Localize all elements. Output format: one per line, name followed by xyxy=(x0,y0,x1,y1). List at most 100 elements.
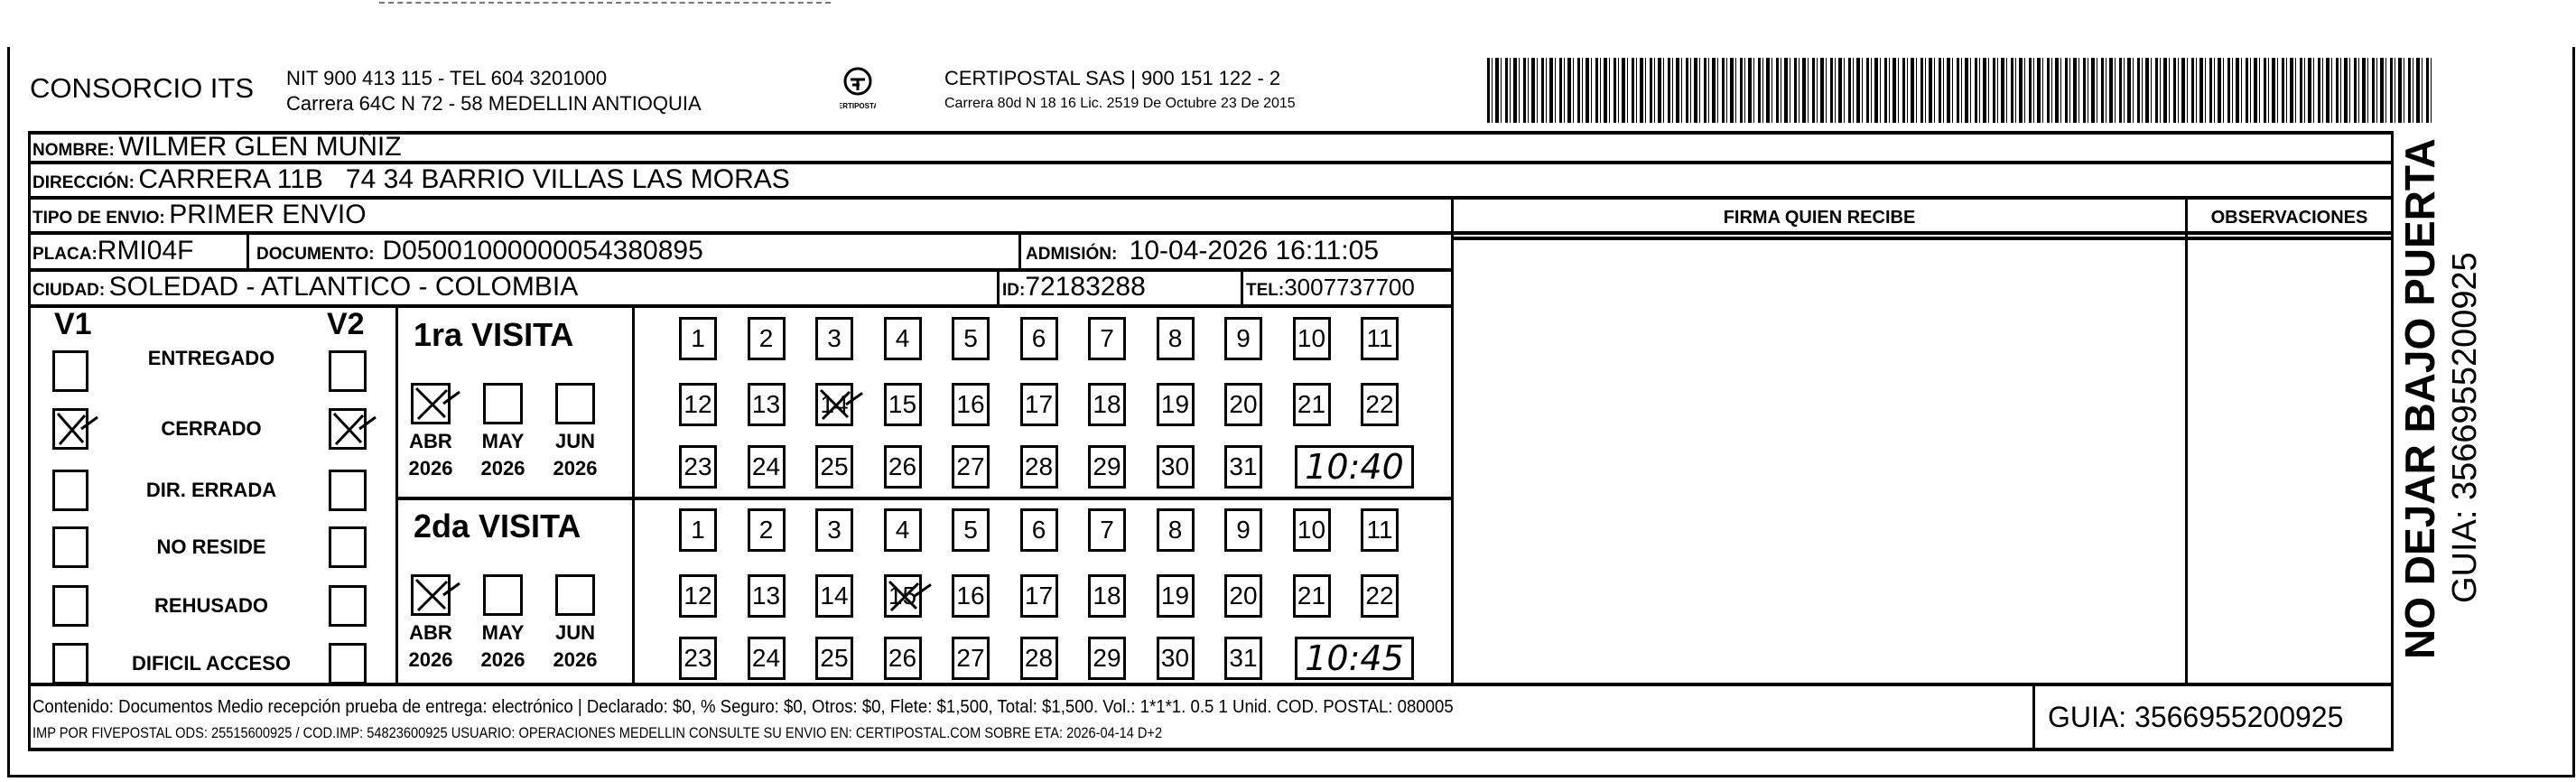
day-box[interactable]: 9 xyxy=(1224,317,1262,360)
tipo-value: PRIMER ENVIO xyxy=(169,200,367,229)
v1-checkbox[interactable] xyxy=(52,350,88,392)
day-box[interactable]: 26 xyxy=(883,445,922,489)
day-box[interactable]: 11 xyxy=(1361,317,1399,360)
day-box[interactable]: 18 xyxy=(1088,383,1126,426)
day-box[interactable]: 4 xyxy=(883,317,922,360)
day-box[interactable]: 18 xyxy=(1088,574,1126,618)
month-checkbox[interactable] xyxy=(483,574,523,616)
day-box[interactable]: 4 xyxy=(883,508,922,552)
v1-checkbox[interactable] xyxy=(52,526,88,568)
day-box[interactable]: 29 xyxy=(1088,445,1126,489)
day-box[interactable]: 25 xyxy=(815,637,853,680)
observations-area[interactable] xyxy=(2190,242,2388,681)
day-box[interactable]: 17 xyxy=(1019,383,1058,426)
day-box[interactable]: 2 xyxy=(747,508,786,552)
day-box[interactable]: 16 xyxy=(952,383,990,426)
rule xyxy=(2185,196,2188,684)
day-box[interactable]: 30 xyxy=(1156,637,1195,680)
tipo-field: TIPO DE ENVIO: PRIMER ENVIO xyxy=(33,200,367,230)
month-checkbox[interactable] xyxy=(411,383,451,424)
side-guia: GUIA: 3566955200925 xyxy=(2446,252,2484,603)
day-box[interactable]: 19 xyxy=(1156,574,1195,618)
month-year: 2026 xyxy=(553,457,598,479)
v1-checkbox[interactable] xyxy=(52,585,88,627)
visit-time[interactable]: 10:45 xyxy=(1295,637,1414,680)
day-box[interactable]: 1 xyxy=(679,317,717,360)
id-field: ID:72183288 xyxy=(1002,272,1146,303)
day-box[interactable]: 2 xyxy=(747,317,786,360)
day-box[interactable]: 20 xyxy=(1224,574,1262,618)
v2-checkbox[interactable] xyxy=(329,643,367,684)
day-box[interactable]: 23 xyxy=(679,637,717,680)
v1-check-mark xyxy=(56,413,98,445)
v2-checkbox[interactable] xyxy=(329,526,367,568)
tel-label: TEL: xyxy=(1246,281,1285,300)
day-box[interactable]: 21 xyxy=(1292,383,1331,426)
day-box[interactable]: 9 xyxy=(1224,508,1262,552)
day-box[interactable]: 13 xyxy=(747,383,786,426)
day-box[interactable]: 12 xyxy=(679,383,717,426)
day-box[interactable]: 17 xyxy=(1019,574,1058,618)
day-box[interactable]: 12 xyxy=(679,574,717,618)
visit-time[interactable]: 10:40 xyxy=(1295,445,1414,489)
day-box[interactable]: 7 xyxy=(1088,317,1126,360)
day-box[interactable]: 19 xyxy=(1156,383,1195,426)
rule xyxy=(2391,131,2394,750)
v1-checkbox[interactable] xyxy=(52,470,88,511)
v2-checkbox[interactable] xyxy=(329,408,367,450)
month-checkbox[interactable] xyxy=(555,574,595,616)
day-box[interactable]: 22 xyxy=(1361,574,1399,618)
day-box[interactable]: 30 xyxy=(1156,445,1195,489)
day-box[interactable]: 8 xyxy=(1156,317,1195,360)
day-box[interactable]: 31 xyxy=(1224,445,1262,489)
day-box[interactable]: 1 xyxy=(679,508,717,552)
day-box[interactable]: 28 xyxy=(1019,637,1058,680)
day-box[interactable]: 3 xyxy=(815,508,853,552)
day-box[interactable]: 24 xyxy=(747,637,786,680)
month-checkbox[interactable] xyxy=(555,383,595,424)
day-box[interactable]: 14 xyxy=(815,574,853,618)
state-label: NO RESIDE xyxy=(156,535,266,558)
signature-area[interactable] xyxy=(1455,242,2182,681)
day-box[interactable]: 15 xyxy=(883,383,922,426)
rule xyxy=(395,304,398,684)
v2-checkbox[interactable] xyxy=(329,350,367,392)
day-box[interactable]: 13 xyxy=(747,574,786,618)
rule xyxy=(28,268,1452,272)
month-checkbox[interactable] xyxy=(411,574,451,616)
tipo-label: TIPO DE ENVIO: xyxy=(33,209,165,228)
day-box[interactable]: 27 xyxy=(952,445,990,489)
day-box[interactable]: 10 xyxy=(1292,508,1331,552)
day-box[interactable]: 29 xyxy=(1088,637,1126,680)
day-box[interactable]: 20 xyxy=(1224,383,1262,426)
direccion-label: DIRECCIÓN: xyxy=(33,173,135,192)
admision-field: ADMISIÓN: 10-04-2026 16:11:05 xyxy=(1026,236,1379,266)
tel-value: 3007737700 xyxy=(1284,274,1415,301)
v2-checkbox[interactable] xyxy=(329,470,367,511)
day-box[interactable]: 27 xyxy=(952,637,990,680)
day-box[interactable]: 25 xyxy=(815,445,853,489)
day-box[interactable]: 21 xyxy=(1292,574,1331,618)
v1-checkbox[interactable] xyxy=(52,408,88,450)
day-box[interactable]: 22 xyxy=(1361,383,1399,426)
month-year: 2026 xyxy=(553,648,598,671)
day-box[interactable]: 10 xyxy=(1292,317,1331,360)
day-box[interactable]: 5 xyxy=(952,317,990,360)
day-box[interactable]: 11 xyxy=(1361,508,1399,552)
rule xyxy=(28,196,2394,200)
day-box[interactable]: 24 xyxy=(747,445,786,489)
v2-checkbox[interactable] xyxy=(329,585,367,627)
day-box[interactable]: 26 xyxy=(883,637,922,680)
v1-checkbox[interactable] xyxy=(52,643,88,684)
day-box[interactable]: 28 xyxy=(1019,445,1058,489)
day-box[interactable]: 8 xyxy=(1156,508,1195,552)
day-box[interactable]: 16 xyxy=(952,574,990,618)
day-box[interactable]: 6 xyxy=(1019,317,1058,360)
day-box[interactable]: 23 xyxy=(679,445,717,489)
day-box[interactable]: 6 xyxy=(1019,508,1058,552)
month-checkbox[interactable] xyxy=(483,383,523,424)
day-box[interactable]: 7 xyxy=(1088,508,1126,552)
day-box[interactable]: 3 xyxy=(815,317,853,360)
day-box[interactable]: 5 xyxy=(952,508,990,552)
day-box[interactable]: 31 xyxy=(1224,637,1262,680)
